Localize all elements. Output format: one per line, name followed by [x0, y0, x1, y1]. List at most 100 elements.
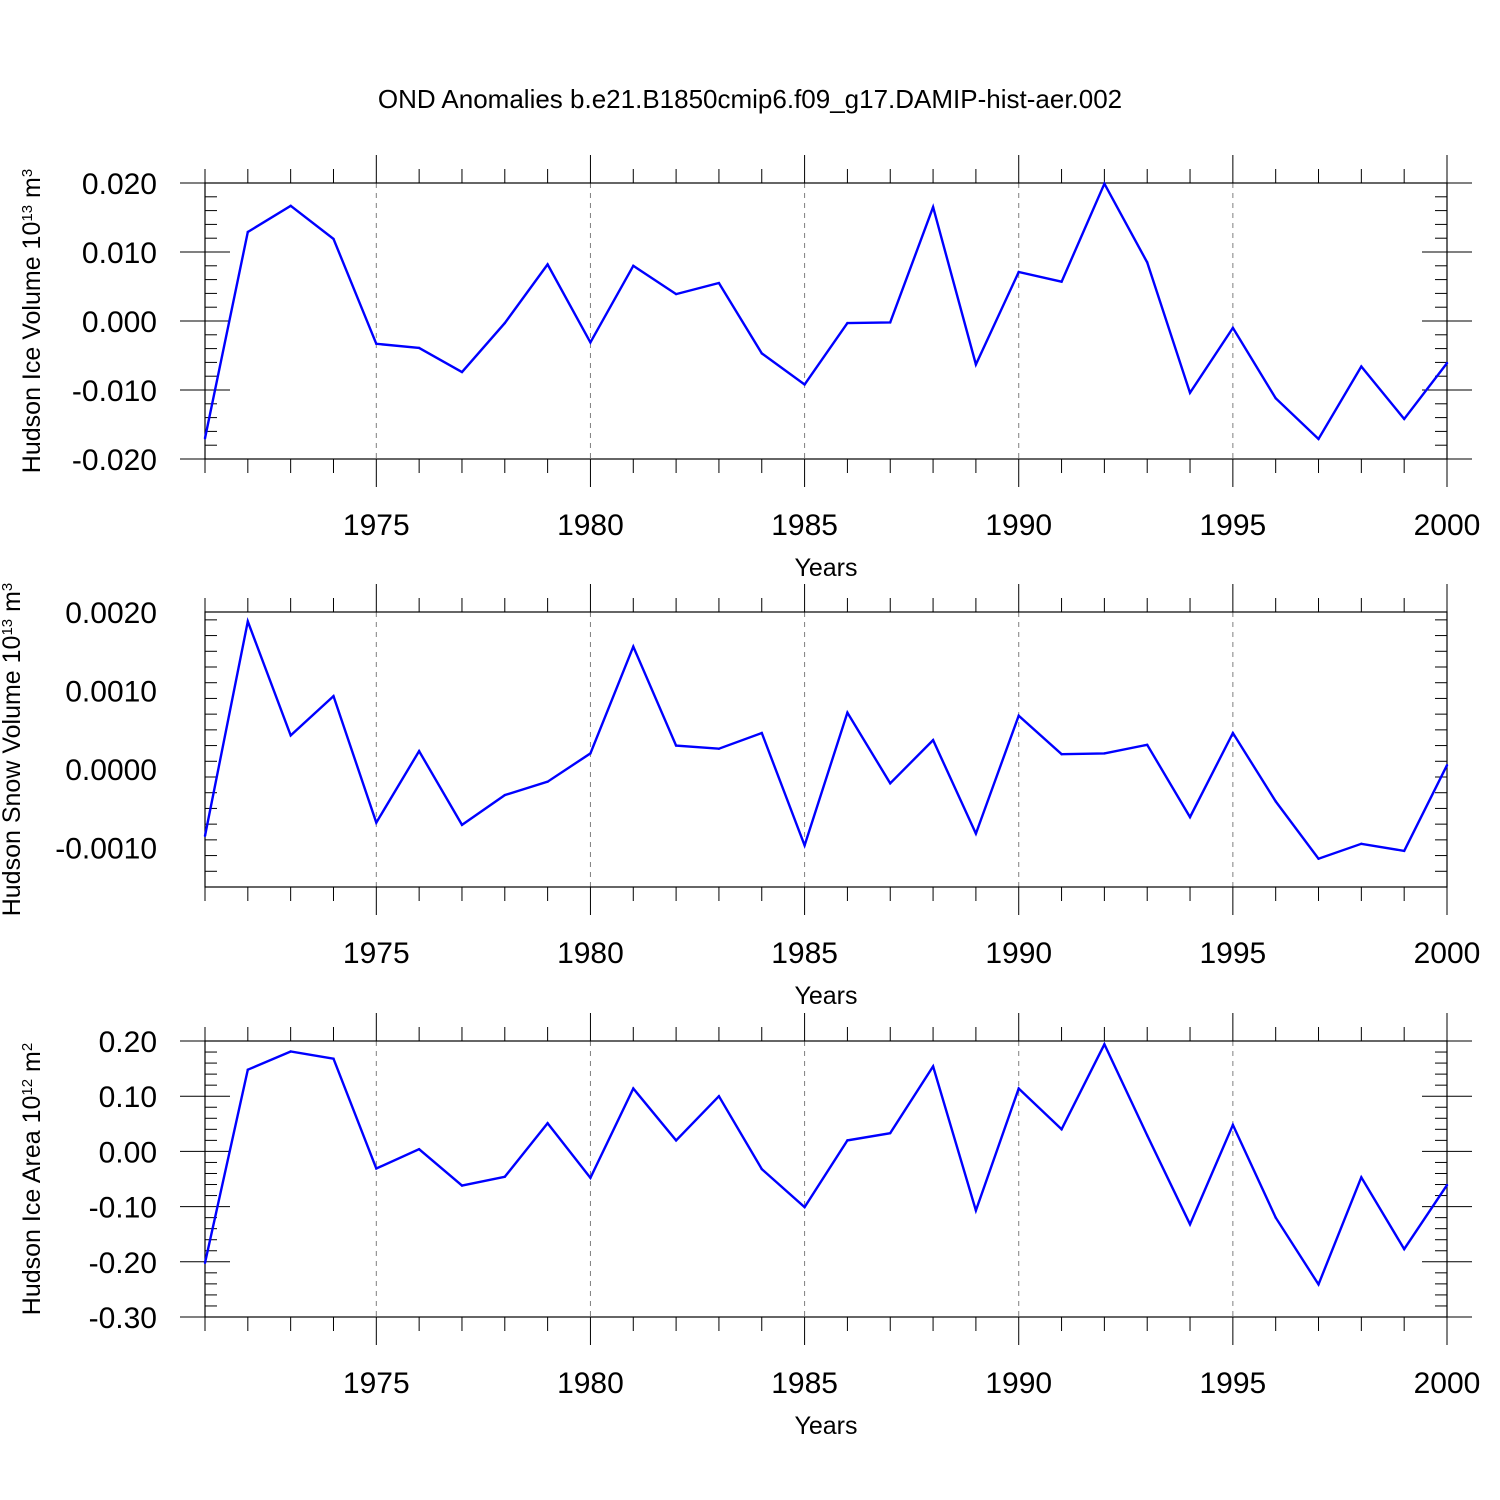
- x-tick-label: 1990: [985, 937, 1052, 970]
- data-point: [1017, 270, 1020, 274]
- plot-frame: [204, 1040, 1448, 1318]
- data-point: [1317, 437, 1320, 441]
- y-axis-title-superscript: 13: [0, 619, 16, 636]
- data-point: [1060, 1128, 1063, 1131]
- data-point: [460, 823, 464, 827]
- data-point: [246, 230, 250, 234]
- data-point: [546, 780, 549, 783]
- y-tick-label: 0.020: [82, 168, 157, 201]
- data-point: [1231, 326, 1235, 330]
- data-point: [1231, 731, 1235, 735]
- y-axis-title: Hudson Snow Volume 1013 m3: [0, 583, 26, 917]
- data-point: [289, 204, 292, 207]
- y-tick-label: -0.0010: [55, 833, 157, 866]
- data-point: [974, 1209, 978, 1212]
- x-tick-label: 1995: [1199, 937, 1266, 970]
- data-point: [974, 832, 978, 835]
- data-point: [1017, 1087, 1020, 1090]
- y-tick-label: 0.0000: [65, 754, 157, 787]
- data-point: [589, 341, 592, 344]
- data-point: [760, 731, 763, 735]
- data-point: [889, 782, 892, 785]
- y-tick-label: -0.020: [72, 444, 157, 477]
- data-point: [1188, 1223, 1192, 1226]
- data-point: [931, 738, 935, 742]
- y-axis-title: Hudson Ice Area 1012 m2: [18, 1043, 46, 1315]
- data-point: [931, 1065, 935, 1068]
- data-point: [203, 834, 207, 838]
- series-line: [203, 617, 1449, 861]
- x-tick-label: 1975: [343, 1367, 410, 1400]
- chart-title: OND Anomalies b.e21.B1850cmip6.f09_g17.D…: [377, 84, 1123, 114]
- data-point: [846, 1139, 849, 1142]
- x-tick-label: 1980: [557, 937, 624, 970]
- x-tick-label: 1985: [771, 1367, 838, 1400]
- data-point: [332, 1057, 335, 1060]
- y-tick-label: -0.30: [89, 1302, 157, 1335]
- data-point: [1402, 849, 1406, 853]
- data-point: [760, 352, 763, 355]
- y-axis-title-part: m: [18, 177, 46, 205]
- data-point: [503, 321, 506, 325]
- y-tick-label: -0.20: [89, 1247, 157, 1280]
- data-point: [203, 1261, 207, 1265]
- data-point: [375, 821, 378, 824]
- data-point: [375, 1167, 378, 1170]
- data-point: [246, 620, 250, 623]
- y-tick-label: 0.0010: [65, 676, 157, 709]
- data-point: [246, 1068, 250, 1071]
- x-tick-label: 1990: [985, 509, 1052, 542]
- data-point: [1231, 1123, 1235, 1127]
- y-axis-title-superscript: 3: [19, 169, 36, 177]
- y-axis-title-part: m: [0, 591, 26, 619]
- data-point: [632, 645, 635, 648]
- x-axis-title: Years: [794, 982, 857, 1010]
- data-point: [289, 734, 292, 737]
- data-point: [1146, 743, 1149, 746]
- data-point: [332, 237, 335, 241]
- data-point: [1317, 1283, 1320, 1286]
- x-tick-label: 2000: [1414, 1367, 1481, 1400]
- data-point: [417, 346, 421, 350]
- data-point: [546, 263, 549, 266]
- data-point: [803, 383, 806, 386]
- y-axis-title-superscript: 2: [19, 1043, 36, 1051]
- data-point: [1360, 842, 1363, 845]
- data-point: [1317, 857, 1320, 860]
- data-point: [1103, 1043, 1106, 1046]
- x-axis-title: Years: [794, 1412, 857, 1440]
- data-point: [289, 1050, 292, 1053]
- series-line: [203, 1041, 1448, 1288]
- y-axis-title-superscript: 12: [19, 1079, 36, 1096]
- data-point: [674, 744, 678, 747]
- plot-frame: [204, 182, 1448, 460]
- data-point: [931, 205, 935, 209]
- data-point: [1017, 714, 1020, 717]
- data-point: [1274, 800, 1277, 803]
- x-tick-label: 1985: [771, 509, 838, 542]
- data-point: [1146, 261, 1149, 264]
- data-point: [546, 1122, 549, 1125]
- panel-2: -0.0010 0.0000 0.0010 0.0020 1975 1980 1985 199…: [0, 583, 1480, 1010]
- y-axis-title-superscript: 13: [19, 205, 36, 222]
- y-tick-label: 0.0020: [65, 597, 157, 630]
- data-point: [1402, 417, 1406, 421]
- x-tick-label: 1980: [557, 509, 624, 542]
- data-point: [632, 264, 635, 267]
- data-point: [1146, 1134, 1149, 1137]
- data-point: [1402, 1247, 1406, 1251]
- data-point: [1060, 280, 1063, 283]
- data-point: [674, 1139, 678, 1142]
- data-point: [1274, 397, 1277, 400]
- data-point: [717, 1095, 721, 1098]
- panel-1: -0.020 -0.010 0.000 0.010 0.020 1975 1980 1985 1…: [18, 155, 1480, 582]
- panel-3: -0.30 -0.20 -0.10 0.00 0.10 0.20 1975 1980 1985 1…: [18, 1013, 1480, 1440]
- x-tick-label: 2000: [1414, 509, 1481, 542]
- series-line: [203, 180, 1448, 441]
- data-point: [674, 292, 678, 296]
- data-point: [332, 694, 335, 698]
- data-point: [589, 752, 592, 755]
- y-axis-title-part: m: [18, 1051, 46, 1079]
- data-point: [1445, 361, 1449, 365]
